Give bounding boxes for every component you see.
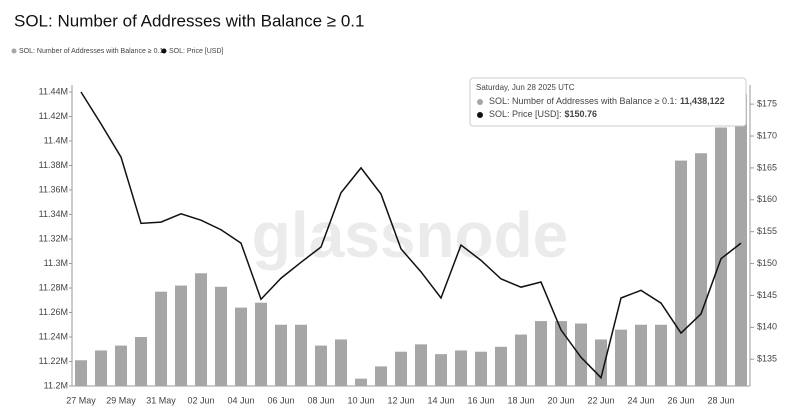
- tooltip-row: SOL: Number of Addresses with Balance ≥ …: [489, 96, 725, 106]
- legend-label: SOL: Price [USD]: [169, 48, 224, 55]
- bar: [655, 324, 667, 386]
- y-tick-label: 11.22M: [39, 356, 68, 366]
- chart-title: SOL: Number of Addresses with Balance ≥ …: [14, 11, 364, 30]
- bar: [475, 351, 487, 386]
- bar: [295, 324, 307, 386]
- bar: [315, 345, 327, 386]
- x-tick-label: 26 Jun: [667, 395, 694, 405]
- bar: [415, 344, 427, 386]
- bar: [695, 153, 707, 386]
- y2-tick-label: $150: [757, 258, 777, 268]
- y-tick-label: 11.32M: [39, 233, 68, 243]
- x-tick-label: 16 Jun: [467, 395, 494, 405]
- y-tick-label: 11.24M: [39, 331, 68, 341]
- x-tick-label: 10 Jun: [347, 395, 374, 405]
- y2-tick-label: $165: [757, 162, 777, 172]
- bar: [375, 366, 387, 386]
- x-tick-label: 12 Jun: [387, 395, 414, 405]
- bar: [335, 339, 347, 386]
- legend-marker: [11, 48, 17, 54]
- x-tick-label: 14 Jun: [427, 395, 454, 405]
- legend-marker: [161, 48, 167, 54]
- y-tick-label: 11.44M: [39, 86, 68, 96]
- x-tick-label: 08 Jun: [307, 395, 334, 405]
- bar: [275, 324, 287, 386]
- bar: [635, 324, 647, 386]
- bar: [495, 346, 507, 386]
- tooltip-label: SOL: Number of Addresses with Balance ≥ …: [489, 96, 677, 106]
- bar: [215, 286, 227, 386]
- bar: [195, 273, 207, 386]
- bar: [115, 345, 127, 386]
- price-line: [80, 91, 742, 380]
- y-tick-label: 11.4M: [44, 135, 68, 145]
- bar: [175, 285, 187, 386]
- bar: [515, 334, 527, 386]
- bar: [735, 94, 747, 386]
- y2-tick-label: $135: [757, 354, 777, 364]
- bar: [75, 360, 87, 386]
- bar: [355, 378, 367, 386]
- x-tick-label: 20 Jun: [547, 395, 574, 405]
- tooltip-value: 11,438,122: [680, 96, 725, 106]
- tooltip-value: $150.76: [565, 109, 598, 119]
- tooltip-marker: [477, 99, 483, 105]
- y-tick-label: 11.34M: [39, 209, 68, 219]
- bar: [395, 351, 407, 386]
- bar: [455, 350, 467, 386]
- y2-tick-label: $170: [757, 130, 777, 140]
- tooltip-box: [469, 77, 747, 127]
- bar: [235, 307, 247, 386]
- legend-label: SOL: Number of Addresses with Balance ≥ …: [19, 48, 163, 55]
- x-tick-label: 29 May: [106, 395, 136, 405]
- x-tick-label: 22 Jun: [587, 395, 614, 405]
- y2-tick-label: $175: [757, 99, 777, 109]
- x-tick-label: 28 Jun: [707, 395, 734, 405]
- bar: [715, 127, 727, 386]
- tooltip-date: Saturday, Jun 28 2025 UTC: [476, 83, 575, 92]
- y-tick-label: 11.38M: [39, 160, 68, 170]
- x-tick-label: 06 Jun: [267, 395, 294, 405]
- x-tick-label: 02 Jun: [187, 395, 214, 405]
- bar: [535, 321, 547, 386]
- bar: [155, 291, 167, 386]
- y-tick-label: 11.36M: [39, 184, 68, 194]
- x-tick-label: 18 Jun: [507, 395, 534, 405]
- x-tick-label: 27 May: [66, 395, 96, 405]
- y-tick-label: 11.42M: [39, 111, 68, 121]
- tooltip-row: SOL: Price [USD]: $150.76: [489, 109, 597, 119]
- y-tick-label: 11.2M: [44, 380, 68, 390]
- bar: [135, 336, 147, 386]
- x-tick-label: 24 Jun: [627, 395, 654, 405]
- y-tick-label: 11.3M: [44, 258, 68, 268]
- tooltip-label: SOL: Price [USD]:: [489, 109, 562, 119]
- bar: [575, 323, 587, 386]
- y2-tick-label: $155: [757, 226, 777, 236]
- x-tick-label: 31 May: [146, 395, 176, 405]
- y-tick-label: 11.26M: [39, 307, 68, 317]
- bar: [615, 329, 627, 386]
- bar: [95, 350, 107, 386]
- y-tick-label: 11.28M: [39, 282, 68, 292]
- bar: [555, 321, 567, 386]
- bar: [435, 354, 447, 386]
- y2-tick-label: $145: [757, 290, 777, 300]
- x-tick-label: 04 Jun: [227, 395, 254, 405]
- bar: [255, 302, 267, 386]
- y2-tick-label: $160: [757, 194, 777, 204]
- y2-tick-label: $140: [757, 322, 777, 332]
- bar: [675, 160, 687, 386]
- tooltip-marker: [477, 112, 483, 118]
